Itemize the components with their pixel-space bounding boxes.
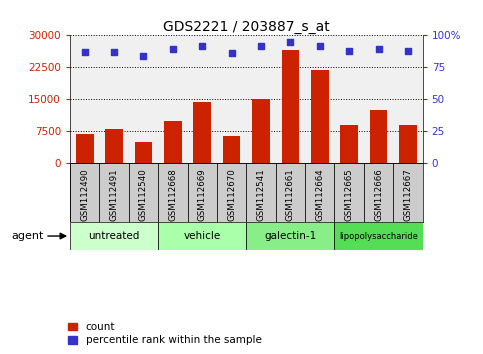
Point	[316, 43, 324, 48]
Bar	[282, 50, 299, 164]
Text: GSM112664: GSM112664	[315, 168, 324, 221]
Text: untreated: untreated	[88, 231, 140, 241]
Bar	[246, 164, 276, 223]
Text: GSM112670: GSM112670	[227, 168, 236, 221]
Bar	[187, 164, 217, 223]
Point	[404, 48, 412, 53]
Text: GSM112666: GSM112666	[374, 168, 383, 221]
Point	[140, 53, 147, 59]
Bar	[334, 223, 423, 250]
Text: GSM112491: GSM112491	[110, 168, 119, 221]
Bar	[246, 223, 334, 250]
Bar	[370, 110, 387, 164]
Text: GSM112665: GSM112665	[345, 168, 354, 221]
Bar	[70, 223, 158, 250]
Bar	[276, 164, 305, 223]
Text: galectin-1: galectin-1	[264, 231, 316, 241]
Bar	[76, 133, 94, 164]
Point	[228, 51, 236, 56]
Bar	[70, 164, 99, 223]
Legend: count, percentile rank within the sample: count, percentile rank within the sample	[68, 322, 262, 345]
Bar	[223, 136, 241, 164]
Text: lipopolysaccharide: lipopolysaccharide	[339, 232, 418, 240]
Text: vehicle: vehicle	[184, 231, 221, 241]
Bar	[217, 164, 246, 223]
Bar	[364, 164, 393, 223]
Bar	[135, 142, 152, 164]
Bar	[158, 164, 187, 223]
Text: GSM112490: GSM112490	[80, 168, 89, 221]
Text: GSM112661: GSM112661	[286, 168, 295, 221]
Text: GSM112669: GSM112669	[198, 168, 207, 221]
Bar	[305, 164, 335, 223]
Bar	[399, 125, 417, 164]
Text: agent: agent	[11, 231, 43, 241]
Point	[199, 43, 206, 48]
Text: GSM112541: GSM112541	[256, 168, 266, 221]
Point	[81, 49, 88, 55]
Text: GSM112668: GSM112668	[169, 168, 177, 221]
Point	[286, 39, 294, 45]
Point	[257, 43, 265, 48]
Bar	[311, 69, 328, 164]
Bar	[252, 98, 270, 164]
Bar	[158, 223, 246, 250]
Bar	[99, 164, 129, 223]
Bar	[129, 164, 158, 223]
Point	[169, 47, 177, 52]
Bar	[194, 102, 211, 164]
Bar	[105, 129, 123, 164]
Bar	[164, 121, 182, 164]
Text: GSM112540: GSM112540	[139, 168, 148, 221]
Point	[375, 47, 383, 52]
Bar	[341, 125, 358, 164]
Title: GDS2221 / 203887_s_at: GDS2221 / 203887_s_at	[163, 21, 330, 34]
Point	[345, 48, 353, 53]
Text: GSM112667: GSM112667	[403, 168, 412, 221]
Bar	[334, 164, 364, 223]
Point	[110, 49, 118, 55]
Bar	[393, 164, 423, 223]
